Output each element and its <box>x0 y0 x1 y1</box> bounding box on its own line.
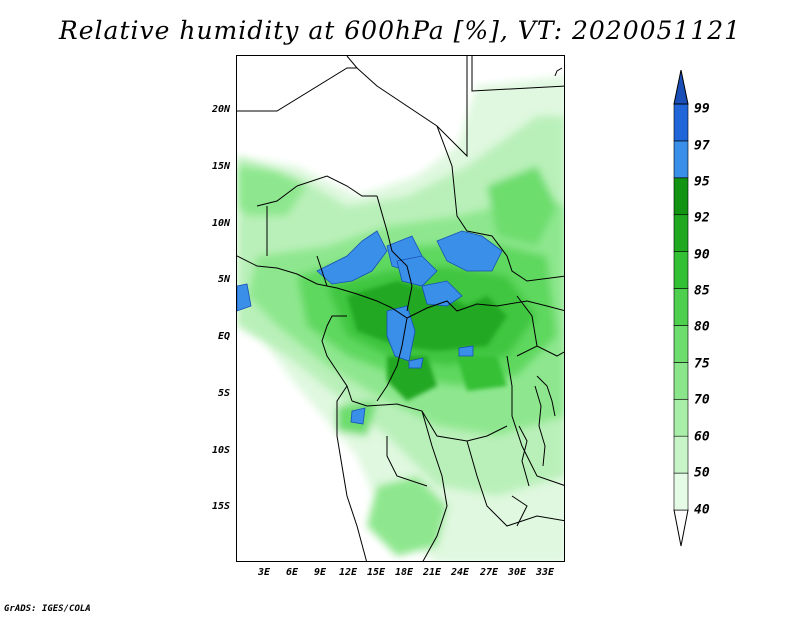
colorbar-min-arrow <box>673 509 689 547</box>
lat-label: 5N <box>217 274 230 285</box>
colorbar-segment <box>673 103 689 142</box>
lat-label: 15N <box>211 161 230 172</box>
lat-label: 5S <box>217 388 230 399</box>
lon-label: 30E <box>507 567 527 578</box>
lon-label: 15E <box>366 567 386 578</box>
colorbar-segment <box>673 251 689 289</box>
lat-label: EQ <box>217 331 230 342</box>
colorbar-label: 85 <box>694 283 710 299</box>
colorbar-label: 40 <box>694 502 710 518</box>
colorbar-label: 80 <box>694 319 710 335</box>
colorbar-label: 90 <box>694 247 710 263</box>
colorbar-segment <box>673 398 689 437</box>
colorbar-label: 92 <box>694 210 710 226</box>
lon-label: 33E <box>535 567 555 578</box>
lon-label: 18E <box>394 567 414 578</box>
lon-label: 21E <box>422 567 442 578</box>
colorbar-label: 95 <box>694 174 710 190</box>
colorbar-segment <box>673 140 689 179</box>
lat-label: 15S <box>211 501 230 512</box>
colorbar <box>673 70 689 547</box>
map-title: Relative humidity at 600hPa [%], VT: 202… <box>58 16 742 45</box>
colorbar-max-arrow <box>673 70 689 105</box>
colorbar-label: 97 <box>694 138 710 154</box>
map-panel <box>236 55 565 562</box>
colorbar-label: 60 <box>694 429 710 445</box>
credit-text: GrADS: IGES/COLA <box>4 604 91 614</box>
colorbar-segment <box>673 325 689 363</box>
lon-label: 9E <box>313 567 327 578</box>
colorbar-segment <box>673 435 689 474</box>
lon-label: 6E <box>285 567 299 578</box>
colorbar-label: 75 <box>694 356 710 372</box>
colorbar-label: 99 <box>694 101 710 117</box>
lat-label: 10N <box>211 218 230 229</box>
colorbar-segment <box>673 214 689 252</box>
lat-label: 20N <box>211 104 230 115</box>
humidity-field <box>237 56 564 561</box>
lon-label: 3E <box>257 567 271 578</box>
colorbar-label: 50 <box>694 465 710 481</box>
colorbar-segment <box>673 362 689 400</box>
lon-label: 24E <box>450 567 470 578</box>
colorbar-segment <box>673 288 689 326</box>
lon-label: 12E <box>338 567 358 578</box>
lat-label: 10S <box>211 445 230 456</box>
lon-label: 27E <box>479 567 499 578</box>
colorbar-segment <box>673 472 689 511</box>
colorbar-label: 70 <box>694 392 710 408</box>
colorbar-segment <box>673 177 689 216</box>
